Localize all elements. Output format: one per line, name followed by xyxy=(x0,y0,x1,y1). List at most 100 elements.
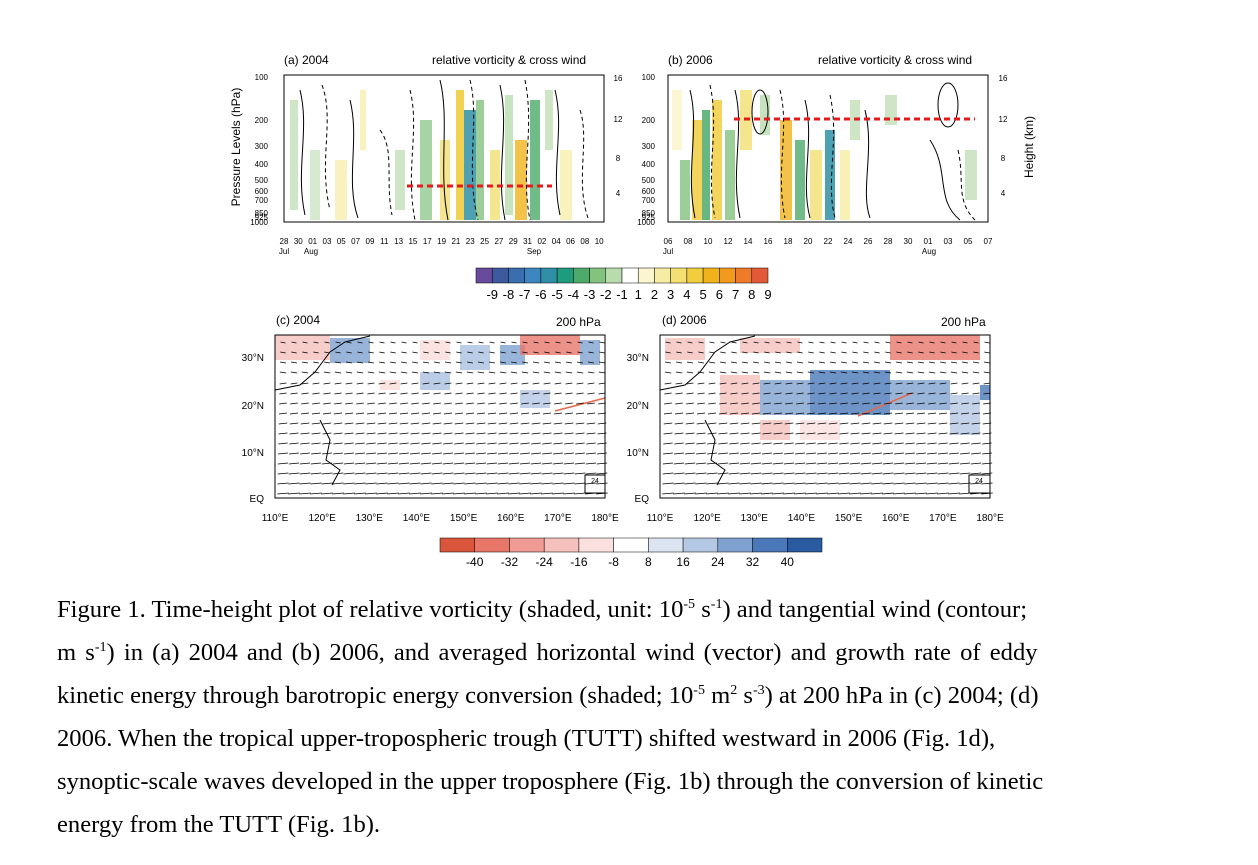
wind-vector xyxy=(807,402,815,405)
wind-vector xyxy=(332,462,344,465)
wind-vector xyxy=(949,442,959,445)
wind-vector xyxy=(795,442,805,445)
wind-vector xyxy=(827,462,839,465)
wind-vector xyxy=(950,402,958,405)
wind-vector xyxy=(388,452,398,455)
wind-vector xyxy=(915,482,927,485)
wind-vector xyxy=(839,432,849,435)
wind-vector xyxy=(929,341,935,344)
wind-vector xyxy=(433,392,441,395)
colorbar-bottom-label: 8 xyxy=(645,555,652,569)
wind-vector xyxy=(553,442,563,445)
wind-vector xyxy=(828,452,838,455)
panel-c-wind-vectors xyxy=(277,341,608,495)
wind-vector xyxy=(816,462,828,465)
colorbar-bottom-label: -40 xyxy=(466,555,484,569)
wind-vector xyxy=(279,361,287,364)
wind-vector xyxy=(521,371,529,374)
wind-vector xyxy=(838,482,850,485)
colorbar-top: -9 -8 -7 -6 -5 -4 -3 -2 -1 1 2 3 4 5 6 7 8 9 xyxy=(475,267,772,302)
wind-vector xyxy=(388,422,398,425)
wind-vector xyxy=(729,442,739,445)
wind-vector xyxy=(839,422,849,425)
wind-vector xyxy=(366,412,376,415)
wind-vector xyxy=(893,462,905,465)
wind-vector xyxy=(808,341,814,344)
wind-vector xyxy=(927,422,937,425)
wind-vector xyxy=(719,371,727,374)
wind-vector xyxy=(299,482,311,485)
wind-vector xyxy=(762,452,772,455)
wind-vector xyxy=(454,422,464,425)
wind-vector xyxy=(531,432,541,435)
pressure-tick-a: 300 xyxy=(255,142,269,151)
wind-vector xyxy=(476,442,486,445)
wind-vector xyxy=(728,492,740,495)
wind-vector xyxy=(455,382,463,385)
wind-vector xyxy=(874,341,880,344)
wind-vector xyxy=(761,462,773,465)
wind-vector xyxy=(343,482,355,485)
wind-vector xyxy=(896,351,902,354)
wind-vector xyxy=(695,492,707,495)
wind-vector xyxy=(818,371,826,374)
wind-vector xyxy=(345,361,353,364)
wind-vector xyxy=(279,392,287,395)
wind-vector xyxy=(972,392,980,395)
wind-vector xyxy=(882,462,894,465)
wind-vector xyxy=(895,392,903,395)
wind-vector xyxy=(840,361,848,364)
wind-vector xyxy=(784,442,794,445)
wind-vector xyxy=(762,432,772,435)
wind-vector xyxy=(893,482,905,485)
panel-c-shading xyxy=(275,335,600,408)
wind-vector xyxy=(574,472,586,475)
wind-vector xyxy=(916,442,926,445)
lon-tick-c: 170°E xyxy=(544,513,572,524)
wind-vector xyxy=(982,442,992,445)
wind-vector xyxy=(554,371,562,374)
wind-vector xyxy=(521,382,529,385)
wind-vector xyxy=(750,482,762,485)
wind-vector xyxy=(522,351,528,354)
wind-vector xyxy=(851,392,859,395)
wind-vector xyxy=(422,392,430,395)
wind-vector xyxy=(961,382,969,385)
colorbar-top-swatch xyxy=(556,267,574,284)
wind-vector xyxy=(277,492,289,495)
wind-vector xyxy=(277,482,289,485)
wind-vector xyxy=(355,412,365,415)
wind-vector xyxy=(686,402,694,405)
wind-vector xyxy=(311,452,321,455)
wind-vector xyxy=(675,402,683,405)
wind-vector xyxy=(586,422,596,425)
wind-vector xyxy=(509,432,519,435)
pressure-tick-a: 850 xyxy=(255,209,269,218)
wind-vector xyxy=(839,452,849,455)
wind-vector xyxy=(684,462,696,465)
wind-vector xyxy=(442,492,454,495)
wind-vector xyxy=(532,392,540,395)
panel-c-level: 200 hPa xyxy=(556,315,601,329)
wind-vector xyxy=(388,412,398,415)
colorbar-bottom-label: -32 xyxy=(501,555,519,569)
colorbar-top-label: 8 xyxy=(748,287,755,302)
wind-vector xyxy=(772,472,784,475)
wind-vector xyxy=(509,452,519,455)
wind-vector xyxy=(938,432,948,435)
wind-vector xyxy=(762,412,772,415)
wind-vector xyxy=(718,422,728,425)
wind-vector xyxy=(543,402,551,405)
date-tick-a: 17 xyxy=(423,237,432,246)
wind-vector xyxy=(685,432,695,435)
wind-vector xyxy=(785,402,793,405)
wind-vector xyxy=(443,422,453,425)
lon-tick-c: 130°E xyxy=(356,513,384,524)
colorbar-top-label: -9 xyxy=(486,287,498,302)
wind-vector xyxy=(542,412,552,415)
wind-vector xyxy=(916,432,926,435)
pressure-tick-b: 500 xyxy=(642,176,656,185)
pressure-tick-a: 200 xyxy=(255,116,269,125)
wind-vector xyxy=(719,361,727,364)
wind-vector xyxy=(511,351,517,354)
